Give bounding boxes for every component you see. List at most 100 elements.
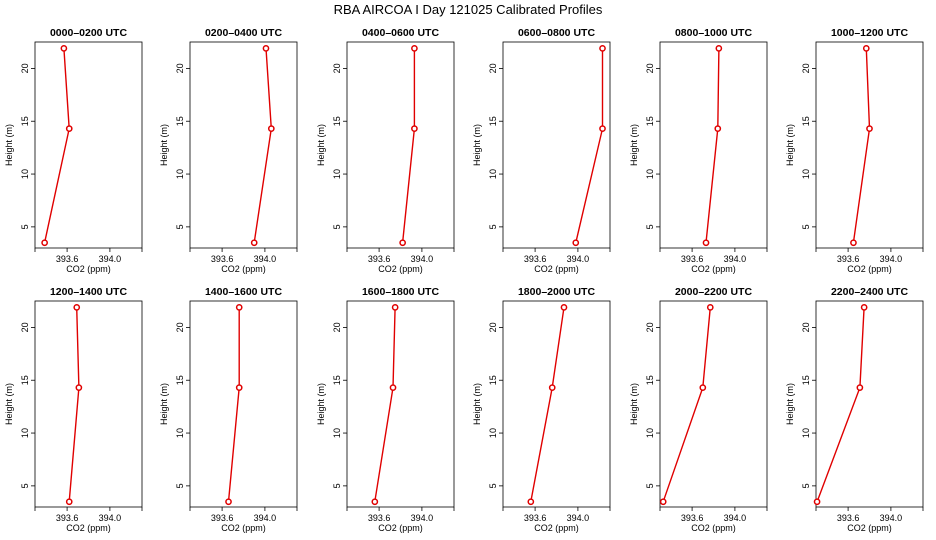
- x-tick-label: 393.6: [837, 254, 860, 264]
- profile-point: [65, 498, 73, 506]
- profile-point: [235, 303, 243, 311]
- y-tick-label: 20: [20, 63, 30, 73]
- y-tick-label: 15: [801, 375, 811, 385]
- panel-frame: [346, 41, 455, 249]
- y-tick-label: 20: [488, 63, 498, 73]
- x-tick-label: 394.0: [254, 254, 277, 264]
- profile-point: [225, 498, 232, 506]
- panel-title: 1600–1800 UTC: [362, 286, 439, 298]
- profile-point: [572, 239, 580, 247]
- y-tick-label: 5: [645, 224, 655, 229]
- profile-point: [699, 384, 707, 391]
- profile-point: [250, 239, 258, 247]
- panel-title: 0000–0200 UTC: [50, 27, 127, 39]
- profile-point: [714, 125, 722, 132]
- y-axis-label: Height (m): [472, 124, 482, 166]
- y-tick-label: 10: [175, 169, 185, 179]
- y-tick-label: 15: [20, 116, 30, 126]
- y-tick-label: 20: [175, 322, 185, 332]
- panel-title: 2000–2200 UTC: [675, 286, 752, 298]
- x-tick-label: 393.6: [524, 513, 547, 523]
- profile-line: [530, 307, 565, 502]
- y-axis-label: Height (m): [159, 124, 169, 166]
- profile-point: [599, 44, 606, 52]
- y-tick-label: 15: [488, 375, 498, 385]
- profile-point: [389, 384, 397, 391]
- x-axis-label: CO2 (ppm): [534, 523, 579, 533]
- x-tick-label: 393.6: [524, 254, 547, 264]
- y-tick-label: 10: [332, 428, 342, 438]
- panel-title: 0200–0400 UTC: [205, 27, 282, 39]
- y-tick-label: 15: [20, 375, 30, 385]
- profile-point: [262, 44, 270, 52]
- y-axis-label: Height (m): [159, 383, 169, 425]
- profile-line: [227, 307, 240, 502]
- y-axis-label: Height (m): [4, 383, 14, 425]
- panel-title: 1400–1600 UTC: [205, 286, 282, 298]
- x-axis-label: CO2 (ppm): [847, 523, 892, 533]
- panel-title: 1000–1200 UTC: [831, 27, 908, 39]
- y-axis-label: Height (m): [316, 383, 326, 425]
- y-tick-label: 10: [488, 428, 498, 438]
- y-axis-label: Height (m): [629, 383, 639, 425]
- y-tick-label: 10: [20, 428, 30, 438]
- panel-frame: [815, 41, 924, 249]
- panel-title: 0400–0600 UTC: [362, 27, 439, 39]
- profile-point: [75, 384, 83, 391]
- x-tick-label: 394.0: [880, 513, 903, 523]
- y-tick-label: 5: [175, 483, 185, 488]
- panel-title: 2200–2400 UTC: [831, 286, 908, 298]
- profile-point: [866, 125, 873, 132]
- profile-point: [235, 384, 243, 391]
- profile-line: [662, 307, 711, 502]
- profile-point: [411, 125, 418, 132]
- profile-point: [527, 498, 535, 506]
- profile-point: [702, 239, 710, 247]
- profile-point: [60, 44, 68, 52]
- x-axis-label: CO2 (ppm): [66, 264, 111, 274]
- profile-line: [43, 48, 70, 243]
- y-tick-label: 10: [645, 428, 655, 438]
- x-axis-label: CO2 (ppm): [221, 264, 266, 274]
- x-axis-label: CO2 (ppm): [378, 523, 423, 533]
- x-axis-label: CO2 (ppm): [66, 523, 111, 533]
- profile-point: [856, 384, 864, 391]
- y-tick-label: 5: [332, 224, 342, 229]
- profile-point: [411, 44, 418, 52]
- y-tick-label: 10: [645, 169, 655, 179]
- y-tick-label: 10: [20, 169, 30, 179]
- x-axis-label: CO2 (ppm): [691, 523, 736, 533]
- profile-point: [371, 498, 379, 506]
- panel-title: 1800–2000 UTC: [518, 286, 595, 298]
- y-axis-label: Height (m): [4, 124, 14, 166]
- y-tick-label: 20: [20, 322, 30, 332]
- x-tick-label: 394.0: [411, 254, 434, 264]
- panel-frame: [34, 41, 143, 249]
- y-tick-label: 15: [488, 116, 498, 126]
- y-tick-label: 10: [801, 428, 811, 438]
- y-tick-label: 5: [332, 483, 342, 488]
- x-axis-label: CO2 (ppm): [691, 264, 736, 274]
- y-tick-label: 15: [332, 375, 342, 385]
- profile-point: [41, 239, 48, 247]
- y-tick-label: 20: [801, 63, 811, 73]
- panel-frame: [34, 300, 143, 508]
- y-tick-label: 20: [332, 63, 342, 73]
- profile-point: [73, 303, 81, 311]
- y-axis-label: Height (m): [629, 124, 639, 166]
- panel-title: 0800–1000 UTC: [675, 27, 752, 39]
- panel-frame: [189, 300, 298, 508]
- panel-frame: [659, 300, 768, 508]
- profile-line: [253, 48, 273, 243]
- x-tick-label: 394.0: [724, 254, 747, 264]
- x-tick-label: 394.0: [880, 254, 903, 264]
- y-tick-label: 20: [175, 63, 185, 73]
- y-axis-label: Height (m): [316, 124, 326, 166]
